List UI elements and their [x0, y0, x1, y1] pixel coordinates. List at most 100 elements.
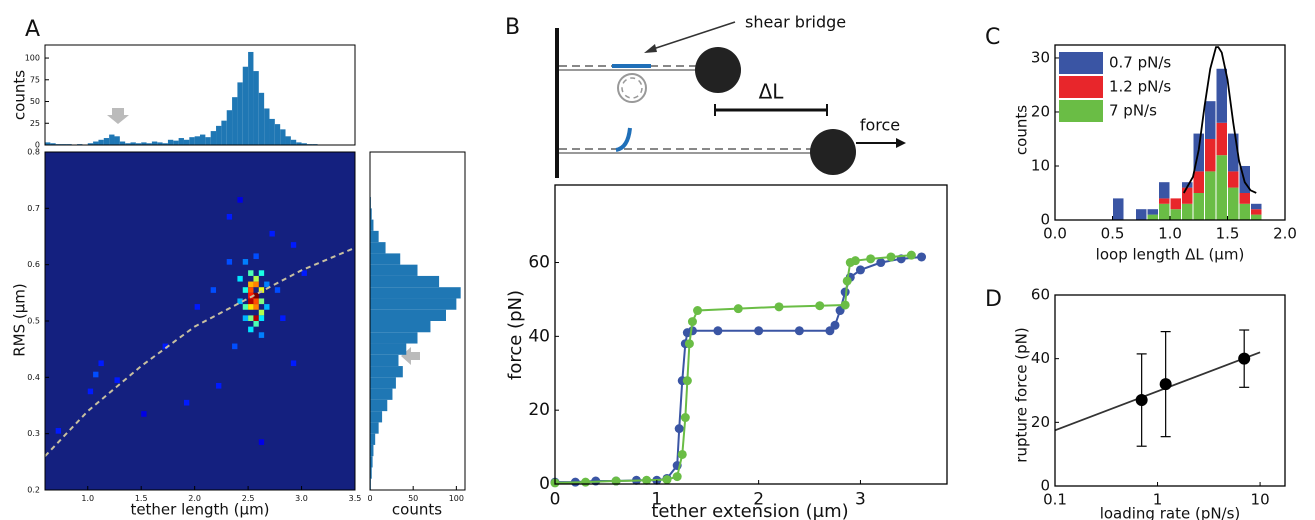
data-point: [840, 300, 850, 310]
bar: [258, 92, 265, 145]
bar-segment: [1113, 198, 1124, 220]
x-axis-label: loading rate (pN/s): [1100, 505, 1241, 520]
bar: [370, 230, 379, 243]
heatmap-cell: [253, 321, 259, 327]
heatmap-cell: [290, 360, 297, 367]
bar-segment: [1182, 182, 1193, 188]
bar: [285, 136, 291, 145]
bar-segment: [1170, 198, 1181, 210]
heatmap-cell: [253, 298, 259, 305]
bar: [114, 136, 120, 145]
bar-segment: [1239, 203, 1250, 220]
heatmap-cell: [248, 315, 254, 321]
heatmap-cell: [248, 326, 254, 333]
legend-label: 1.2 pN/s: [1109, 78, 1171, 96]
bar: [93, 141, 99, 145]
heatmap-cell: [264, 281, 270, 288]
data-point: [662, 475, 672, 485]
bar: [370, 433, 376, 445]
bar-segment: [1159, 182, 1170, 199]
bar: [98, 139, 104, 145]
x-tick-label: 3: [855, 490, 866, 510]
heatmap-cell: [237, 298, 243, 305]
heatmap-cell: [226, 259, 233, 265]
annotation: force: [860, 116, 900, 135]
bar: [370, 388, 393, 400]
data-point: [830, 320, 840, 330]
plot-frame: [44, 44, 356, 146]
data-point: [733, 304, 743, 314]
heatmap-cell: [55, 428, 62, 434]
bar-segment: [1205, 101, 1216, 139]
heatmap-cell: [258, 315, 265, 321]
bar: [151, 141, 158, 145]
y-tick-label: 75: [30, 75, 40, 84]
heatmap-cell: [253, 304, 259, 310]
x-tick-label: 1: [651, 490, 662, 510]
plot-frame: [369, 151, 466, 491]
bar: [370, 332, 418, 344]
bar-segment: [1182, 203, 1193, 220]
data-point: [866, 254, 876, 264]
x-tick-label: 0: [367, 494, 372, 503]
bar: [370, 456, 373, 468]
heatmap-cell: [114, 377, 120, 383]
bar: [50, 143, 56, 145]
pointer: [649, 21, 736, 51]
bar: [109, 134, 115, 145]
bar-segment: [1205, 138, 1216, 172]
bar: [125, 143, 131, 145]
data-point: [687, 317, 697, 327]
bar-segment: [1159, 198, 1170, 204]
bar: [157, 142, 163, 145]
bar: [221, 120, 227, 145]
data-point: [1159, 378, 1172, 391]
heatmap-cell: [253, 281, 259, 288]
heatmap-cell: [258, 309, 265, 316]
y-tick-label: 0: [1040, 477, 1050, 495]
heatmap-cell: [274, 287, 281, 293]
heatmap-cell: [258, 332, 265, 338]
heatmap-cell: [226, 213, 233, 220]
data-point: [581, 477, 591, 487]
wall: [555, 28, 559, 178]
bar: [248, 51, 254, 145]
x-axis-label: loop length ΔL (μm): [1096, 246, 1245, 264]
x-tick-label: 1: [1153, 491, 1163, 509]
bar: [189, 137, 195, 145]
y-tick-label: 0: [35, 141, 40, 150]
bar-segment: [1205, 171, 1216, 220]
data-point: [815, 301, 825, 311]
heatmap-cell: [248, 298, 254, 305]
data-point: [693, 306, 703, 316]
bar: [280, 129, 286, 145]
heatmap-cell: [264, 304, 270, 310]
heatmap-cell: [98, 360, 104, 367]
x-tick-label: 2.0: [188, 494, 201, 503]
data-point: [855, 265, 865, 275]
panel-label: A: [25, 17, 40, 42]
data-point: [672, 472, 682, 482]
y-axis-label: force (pN): [505, 290, 526, 380]
x-tick-label: 1.5: [1216, 225, 1240, 243]
bar: [370, 321, 431, 333]
y-tick-label: 0: [1040, 211, 1050, 229]
bar: [210, 131, 217, 145]
data-point: [1135, 394, 1148, 407]
broken-bridge: [615, 127, 632, 152]
bar: [173, 140, 179, 145]
bar-segment: [1216, 155, 1227, 220]
data-point: [1238, 352, 1251, 365]
panel-label: D: [985, 287, 1002, 312]
bar: [274, 124, 281, 145]
bar: [130, 142, 136, 145]
x-tick-label: 1.0: [81, 494, 94, 503]
annotation: ΔL: [759, 80, 785, 104]
data-point: [850, 256, 860, 266]
x-tick-label: 1.5: [135, 494, 148, 503]
bar: [370, 219, 374, 231]
panel-label: B: [505, 15, 520, 40]
y-tick-label: 40: [1031, 349, 1050, 367]
heatmap-cell: [162, 343, 168, 350]
bar: [146, 143, 152, 145]
